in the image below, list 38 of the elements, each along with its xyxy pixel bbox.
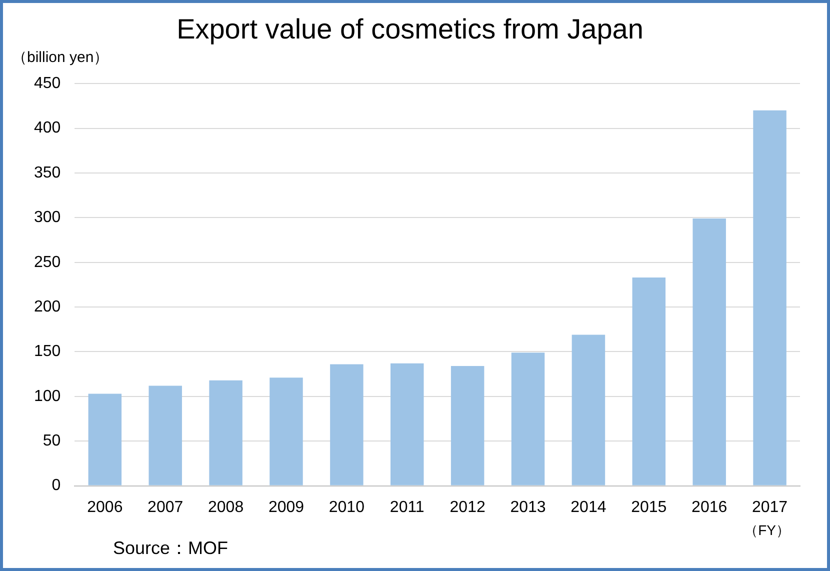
bar [511, 352, 545, 486]
y-tick-label: 250 [34, 254, 61, 271]
x-axis-title: （FY） [744, 522, 790, 538]
bar [330, 364, 364, 486]
y-tick-label: 100 [34, 388, 61, 405]
x-tick-label: 2010 [328, 498, 365, 516]
x-tick-label: 2011 [390, 498, 424, 516]
source-note: Source：MOF [113, 538, 228, 558]
x-tick-label: 2012 [450, 498, 486, 516]
bar [450, 366, 484, 486]
x-tick-label: 2013 [510, 498, 546, 516]
y-tick-label: 350 [34, 164, 61, 182]
bar [692, 218, 726, 486]
x-tick-label: 2006 [87, 498, 123, 516]
bar [390, 363, 424, 486]
y-axis-title: （billion yen） [12, 49, 109, 66]
bar [632, 278, 666, 486]
bar [209, 380, 242, 486]
y-tick-label: 400 [34, 120, 61, 137]
bar [270, 378, 303, 486]
x-tick-label: 2014 [570, 498, 606, 516]
chart-title: Export value of cosmetics from Japan [176, 14, 644, 45]
y-tick-label: 0 [52, 477, 61, 494]
y-tick-label: 450 [34, 75, 61, 92]
x-tick-label: 2008 [208, 498, 244, 516]
y-tick-label: 50 [42, 432, 61, 450]
bar [88, 394, 122, 486]
bar [148, 386, 182, 486]
x-tick-label: 2017 [752, 498, 788, 516]
bar [572, 334, 606, 486]
bar [753, 110, 786, 486]
y-tick-label: 200 [34, 298, 61, 316]
x-tick-label: 2016 [692, 498, 728, 516]
x-tick-label: 2015 [631, 498, 667, 516]
x-tick-label: 2009 [268, 498, 304, 516]
y-tick-label: 300 [34, 209, 61, 226]
y-tick-label: 150 [34, 343, 61, 360]
x-tick-label: 2007 [148, 498, 184, 516]
